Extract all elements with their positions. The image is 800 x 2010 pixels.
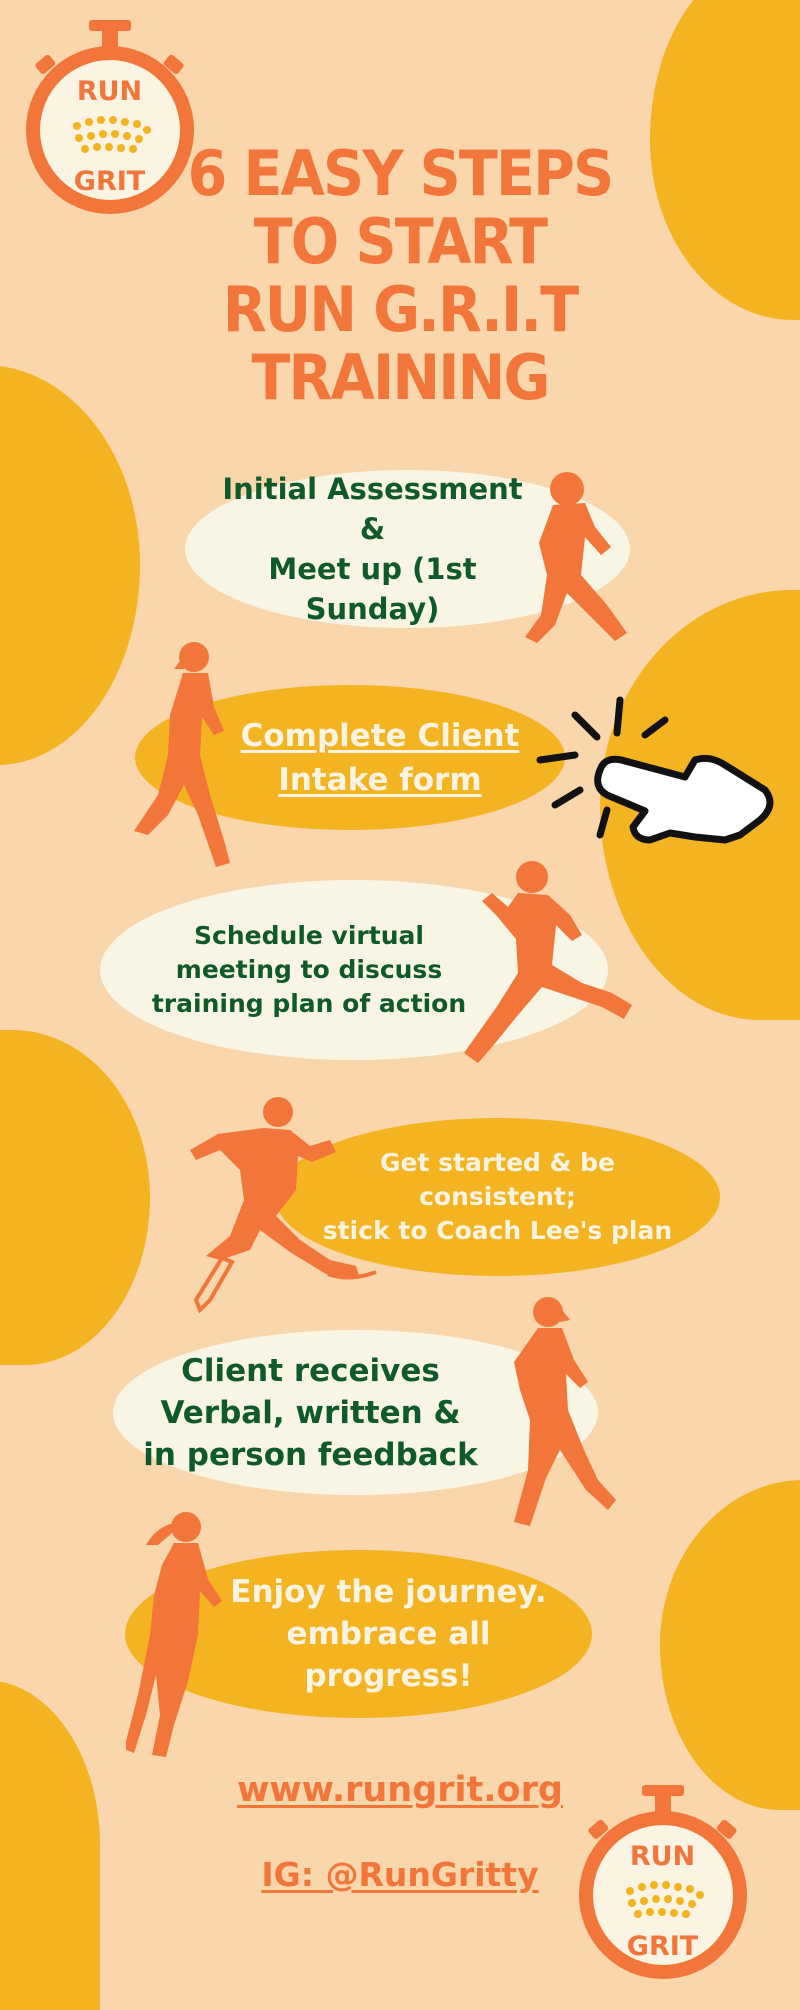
step-4-pill: Get started & be consistent; stick to Co… <box>275 1118 720 1276</box>
runner-silhouette-icon <box>514 1297 616 1526</box>
stopwatch-shoe-sole-icon <box>26 20 194 214</box>
runner-silhouette-icon <box>464 861 632 1063</box>
pointing-hand-click-icon <box>536 696 774 844</box>
bg-blob-left-1 <box>0 365 140 765</box>
runner-silhouette-icon <box>190 1097 377 1314</box>
logo-top-text-grit: GRIT <box>73 166 146 197</box>
logo-bottom-text-run: RUN <box>629 1841 696 1872</box>
logo-top: RUN GRIT <box>22 18 197 218</box>
step-4-text: Get started & be consistent; stick to Co… <box>322 1148 673 1245</box>
bg-blob-left-bottom <box>0 1680 100 2010</box>
step-3-text: Schedule virtual meeting to discuss trai… <box>151 921 467 1018</box>
runner-silhouette-icon <box>525 472 627 643</box>
bg-blob-left-2 <box>0 1030 150 1365</box>
website-link[interactable]: www.rungrit.org <box>237 1770 563 1810</box>
page-title-text: 6 EASY STEPS TO START RUN G.R.I.T TRAINI… <box>187 137 615 414</box>
step-5-text: Client receives Verbal, written & in per… <box>143 1352 478 1473</box>
bg-blob-right-lower <box>660 1480 800 1810</box>
step-1-text: Initial Assessment & Meet up (1st Sunday… <box>222 472 523 626</box>
logo-bottom: RUN GRIT <box>575 1783 750 1983</box>
step-5-pill: Client receives Verbal, written & in per… <box>113 1330 598 1495</box>
logo-bottom-text-grit: GRIT <box>626 1931 699 1962</box>
step-2-text: Complete Client Intake form <box>240 717 520 798</box>
logo-top-text-run: RUN <box>76 76 143 107</box>
stopwatch-shoe-sole-icon <box>579 1785 747 1979</box>
runner-silhouette-icon <box>134 642 230 867</box>
instagram-link[interactable]: IG: @RunGritty <box>261 1855 539 1894</box>
runner-silhouette-icon <box>126 1512 222 1757</box>
step-6-text: Enjoy the journey. embrace all progress! <box>230 1574 547 1694</box>
bg-blob-top-right <box>650 0 800 320</box>
page-title: 6 EASY STEPS TO START RUN G.R.I.T TRAINI… <box>179 140 621 412</box>
